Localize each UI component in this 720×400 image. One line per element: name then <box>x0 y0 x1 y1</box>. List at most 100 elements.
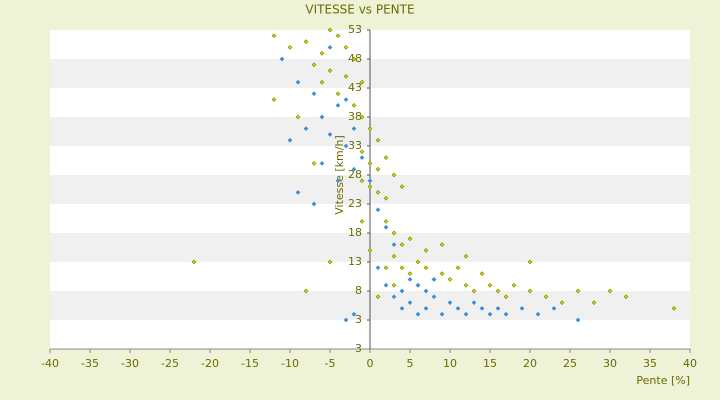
point <box>191 259 197 265</box>
point <box>431 277 437 282</box>
point <box>415 282 421 288</box>
x-tick-label: 25 <box>563 357 577 370</box>
point <box>391 242 397 247</box>
point <box>327 132 333 137</box>
point <box>439 242 445 247</box>
point <box>367 248 373 253</box>
point <box>351 56 357 62</box>
point <box>359 149 365 155</box>
point <box>343 74 349 79</box>
point <box>327 68 333 73</box>
y-tick-label: 8 <box>355 284 362 297</box>
point <box>447 300 453 305</box>
point <box>375 190 381 195</box>
y-tick-label: 23 <box>348 197 362 210</box>
point <box>559 300 565 305</box>
point <box>359 219 365 224</box>
x-tick-label: -10 <box>281 357 299 370</box>
point <box>479 306 485 311</box>
point <box>487 282 493 288</box>
point <box>351 103 357 108</box>
point <box>591 300 597 305</box>
point <box>527 259 533 265</box>
point <box>471 300 477 305</box>
point <box>303 288 309 294</box>
point <box>295 190 301 195</box>
x-tick-label: 5 <box>407 357 414 370</box>
point <box>391 282 397 288</box>
point <box>399 265 405 271</box>
point <box>311 201 317 207</box>
x-tick-label: -20 <box>201 357 219 370</box>
y-tick-label: 38 <box>348 110 362 123</box>
x-tick-label: 40 <box>683 357 697 370</box>
point <box>311 161 317 166</box>
point <box>375 137 381 143</box>
point <box>327 259 333 265</box>
point <box>295 79 301 85</box>
x-axis-label: Pente [%] <box>636 374 690 387</box>
point <box>359 178 365 184</box>
point <box>479 271 485 276</box>
point <box>383 195 389 201</box>
point <box>471 288 477 294</box>
point <box>327 45 333 50</box>
point <box>271 97 277 102</box>
point <box>463 282 469 288</box>
x-tick-label: -30 <box>121 357 139 370</box>
point <box>343 45 349 50</box>
point <box>407 300 413 305</box>
y-tick-label: 18 <box>348 226 362 239</box>
x-tick-label: -25 <box>161 357 179 370</box>
point <box>359 155 365 160</box>
point <box>423 288 429 294</box>
point <box>359 114 365 120</box>
x-tick-label: -40 <box>41 357 59 370</box>
point <box>375 265 381 271</box>
point <box>527 288 533 294</box>
y-tick-label: 3 <box>355 313 362 326</box>
point <box>455 265 461 271</box>
point <box>351 166 357 172</box>
x-tick-label: -5 <box>325 357 336 370</box>
point <box>607 288 613 294</box>
point <box>335 91 341 97</box>
x-tick-label: 0 <box>367 357 374 370</box>
point <box>399 306 405 311</box>
point <box>447 277 453 282</box>
point <box>359 79 365 85</box>
point <box>375 294 381 300</box>
point <box>383 265 389 271</box>
point <box>319 50 325 56</box>
x-tick-label: 10 <box>443 357 457 370</box>
y-tick-label: 53 <box>348 23 362 36</box>
point <box>391 230 397 236</box>
point <box>439 311 445 317</box>
point <box>423 248 429 253</box>
point <box>415 311 421 317</box>
point <box>383 155 389 160</box>
point <box>327 27 333 33</box>
point <box>335 33 341 39</box>
y-tick-label: 43 <box>348 81 362 94</box>
point <box>383 282 389 288</box>
point <box>423 306 429 311</box>
point <box>623 294 629 300</box>
point <box>503 311 509 317</box>
point <box>511 282 517 288</box>
point <box>519 306 525 311</box>
x-tick-label: -35 <box>81 357 99 370</box>
point <box>399 288 405 294</box>
point <box>543 294 549 300</box>
point <box>319 79 325 85</box>
point <box>431 294 437 300</box>
point <box>319 161 325 166</box>
point <box>287 45 293 50</box>
point <box>391 172 397 178</box>
point <box>343 317 349 323</box>
point <box>503 294 509 300</box>
y-tick-label: 28 <box>348 168 362 181</box>
x-tick-label: 15 <box>483 357 497 370</box>
point <box>463 311 469 317</box>
point <box>303 126 309 131</box>
